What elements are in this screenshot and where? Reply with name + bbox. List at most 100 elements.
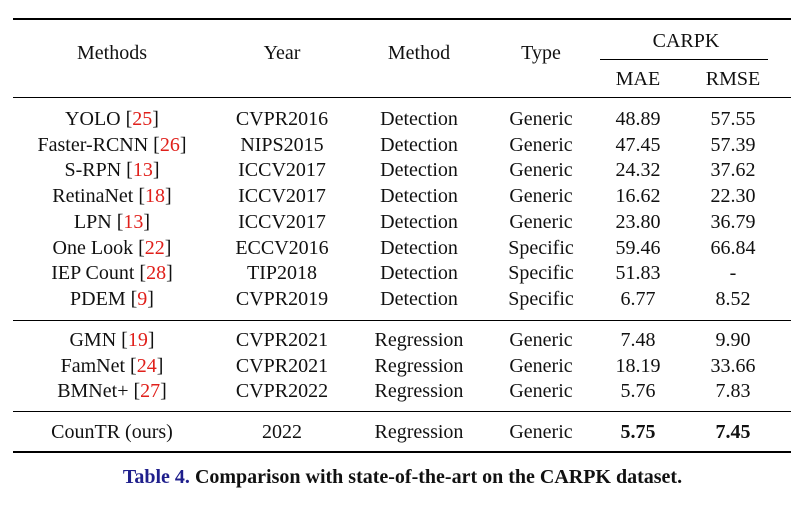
- rmse-cell: 9.90: [715, 329, 751, 351]
- type-cell: Specific: [508, 236, 574, 259]
- type-cell: Specific: [508, 287, 574, 310]
- year-cell: 2022: [262, 421, 302, 443]
- mae-cell: 18.19: [615, 354, 661, 377]
- mae-cell: 48.89: [615, 108, 661, 130]
- method-type-cell: Detection: [380, 262, 458, 285]
- table-row: BMNet+ [27] CVPR2022 Regression Generic 5.76…: [13, 378, 791, 404]
- year-cell: TIP2018: [247, 262, 317, 285]
- table-row: RetinaNet [18] ICCV2017 Detection Generic 16…: [13, 183, 791, 209]
- method-name: One Look: [52, 236, 134, 259]
- rmse-cell: 7.45: [715, 421, 751, 443]
- header-method: Method: [387, 42, 451, 64]
- year-cell: ICCV2017: [238, 210, 326, 233]
- year-cell: CVPR2022: [235, 380, 329, 403]
- rmse-cell: 22.30: [710, 185, 756, 208]
- method-name-cell: FamNet [24]: [60, 354, 164, 377]
- mae-cell: 47.45: [615, 133, 661, 156]
- rmse-cell: 57.39: [710, 133, 756, 156]
- year-cell: CVPR2019: [235, 287, 329, 310]
- method-name: S-RPN: [64, 159, 122, 182]
- table-bottom-rule: [13, 451, 791, 453]
- year-cell: CVPR2021: [235, 329, 329, 351]
- table-row: S-RPN [13] ICCV2017 Detection Generic 24.32 3…: [13, 157, 791, 183]
- method-type-cell: Detection: [380, 210, 458, 233]
- method-name: FamNet: [60, 354, 126, 377]
- citation-link[interactable]: 24: [136, 354, 157, 377]
- year-cell: CVPR2021: [235, 354, 329, 377]
- type-cell: Generic: [509, 421, 573, 443]
- table-row: GMN [19] CVPR2021 Regression Generic 7.48 9.9…: [13, 327, 791, 353]
- method-name: BMNet+: [57, 380, 129, 403]
- citation-link[interactable]: 27: [140, 380, 161, 403]
- citation-link[interactable]: 9: [137, 287, 148, 310]
- mae-cell: 16.62: [615, 185, 661, 208]
- carpk-header-underline: [600, 59, 768, 60]
- group-divider-2: [13, 411, 791, 412]
- table-row: IEP Count [28] TIP2018 Detection Specific 51…: [13, 260, 791, 286]
- caption-text: Comparison with state-of-the-art on the …: [189, 466, 683, 488]
- type-cell: Generic: [509, 354, 573, 377]
- method-name-cell: PDEM [9]: [70, 287, 154, 310]
- mae-cell: 51.83: [615, 262, 661, 285]
- method-name-cell: S-RPN [13]: [64, 159, 160, 182]
- table-caption: Table 4. Comparison with state-of-the-ar…: [0, 465, 805, 489]
- group-divider-1: [13, 320, 791, 321]
- header-mae: MAE: [615, 68, 661, 90]
- caption-label: Table 4.: [122, 466, 190, 488]
- method-name-cell: CounTR (ours): [51, 419, 173, 445]
- citation-link[interactable]: 28: [146, 262, 167, 285]
- method-name: GMN: [69, 329, 117, 351]
- method-name-cell: RetinaNet [18]: [52, 185, 172, 208]
- table-row: PDEM [9] CVPR2019 Detection Specific 6.77 8.5…: [13, 286, 791, 312]
- citation-link[interactable]: 18: [145, 185, 166, 208]
- method-type-cell: Detection: [380, 133, 458, 156]
- citation-link[interactable]: 19: [127, 329, 148, 351]
- rmse-cell: 66.84: [710, 236, 756, 259]
- method-name: CounTR (ours): [51, 421, 173, 443]
- mae-cell: 24.32: [615, 159, 661, 182]
- method-type-cell: Regression: [374, 354, 464, 377]
- table-row: FamNet [24] CVPR2021 Regression Generic 18.1…: [13, 353, 791, 379]
- type-cell: Generic: [509, 185, 573, 208]
- method-type-cell: Detection: [380, 236, 458, 259]
- citation-link[interactable]: 22: [144, 236, 165, 259]
- method-type-cell: Detection: [380, 185, 458, 208]
- rmse-cell: 8.52: [715, 287, 751, 310]
- method-name-cell: Faster-RCNN [26]: [37, 133, 187, 156]
- rmse-cell: 7.83: [715, 380, 751, 403]
- year-cell: ECCV2016: [235, 236, 329, 259]
- method-name-cell: One Look [22]: [52, 236, 172, 259]
- rmse-cell: 36.79: [710, 210, 756, 233]
- year-cell: NIPS2015: [240, 133, 324, 156]
- citation-link[interactable]: 26: [159, 133, 180, 156]
- method-name: RetinaNet: [52, 185, 134, 208]
- method-type-cell: Detection: [380, 159, 458, 182]
- mae-cell: 23.80: [615, 210, 661, 233]
- method-name-cell: YOLO [25]: [65, 108, 159, 130]
- type-cell: Generic: [509, 133, 573, 156]
- table-row: YOLO [25] CVPR2016 Detection Generic 48.89 57…: [13, 106, 791, 132]
- citation-link[interactable]: 13: [123, 210, 144, 233]
- type-cell: Generic: [509, 329, 573, 351]
- mae-cell: 5.76: [620, 380, 656, 403]
- table-top-rule: [13, 18, 791, 20]
- type-cell: Generic: [509, 380, 573, 403]
- method-type-cell: Regression: [374, 421, 464, 443]
- method-name-cell: BMNet+ [27]: [57, 380, 167, 403]
- rmse-cell: 37.62: [710, 159, 756, 182]
- table-row: Faster-RCNN [26] NIPS2015 Detection Generic…: [13, 132, 791, 158]
- mae-cell: 59.46: [615, 236, 661, 259]
- mae-cell: 6.77: [620, 287, 656, 310]
- citation-link[interactable]: 13: [132, 159, 153, 182]
- method-name-cell: LPN [13]: [73, 210, 151, 233]
- mae-cell: 7.48: [620, 329, 656, 351]
- year-cell: ICCV2017: [238, 159, 326, 182]
- method-name: LPN: [73, 210, 112, 233]
- type-cell: Specific: [508, 262, 574, 285]
- table-row: CounTR (ours) 2022 Regression Generic 5.75 7.…: [13, 419, 791, 445]
- type-cell: Generic: [509, 210, 573, 233]
- method-name: PDEM: [70, 287, 126, 310]
- citation-link[interactable]: 25: [132, 108, 153, 130]
- method-type-cell: Regression: [374, 380, 464, 403]
- method-type-cell: Detection: [380, 287, 458, 310]
